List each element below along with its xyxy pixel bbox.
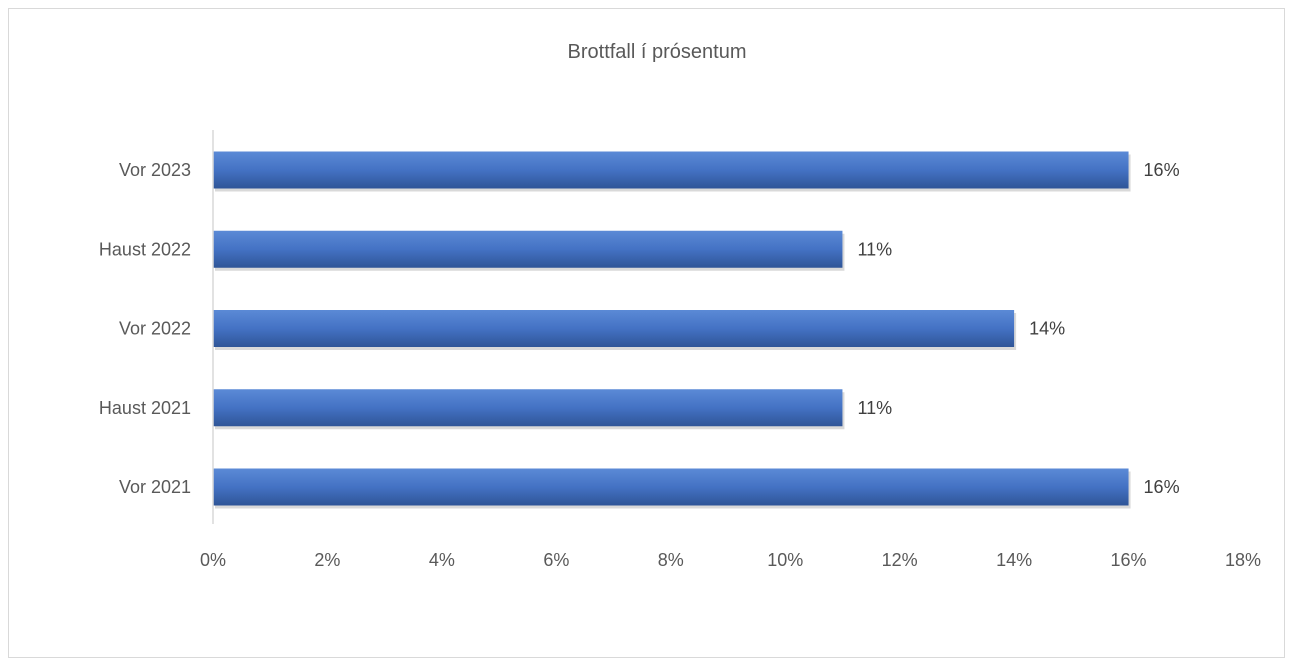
bar-vor-2023 — [213, 151, 1129, 189]
x-tick-label: 0% — [200, 550, 226, 570]
x-tick-label: 4% — [429, 550, 455, 570]
x-tick-label: 16% — [1111, 550, 1147, 570]
x-tick-label: 6% — [543, 550, 569, 570]
category-label: Haust 2021 — [99, 398, 191, 418]
bar-haust-2022 — [213, 230, 843, 268]
x-tick-label: 14% — [996, 550, 1032, 570]
data-label: 11% — [857, 398, 892, 418]
x-tick-label: 2% — [314, 550, 340, 570]
data-label: 16% — [1144, 477, 1180, 497]
x-tick-label: 12% — [882, 550, 918, 570]
bars-group — [213, 151, 1131, 509]
x-tick-label: 10% — [767, 550, 803, 570]
data-label: 11% — [857, 239, 892, 259]
x-axis-tick-labels: 0% 2% 4% 6% 8% 10% 12% 14% 16% 18% — [200, 550, 1261, 570]
chart-title: Brottfall í prósentum — [568, 41, 747, 63]
data-label: 14% — [1029, 319, 1065, 339]
x-tick-label: 18% — [1225, 550, 1261, 570]
category-label: Vor 2023 — [119, 160, 191, 180]
data-label: 16% — [1144, 160, 1180, 180]
category-labels: Vor 2023 Haust 2022 Vor 2022 Haust 2021 Vor … — [99, 160, 191, 497]
category-label: Vor 2022 — [119, 319, 191, 339]
bar-vor-2021 — [213, 468, 1129, 506]
category-label: Vor 2021 — [119, 477, 191, 497]
bar-haust-2021 — [213, 389, 843, 427]
category-label: Haust 2022 — [99, 239, 191, 259]
x-tick-label: 8% — [658, 550, 684, 570]
data-labels: 16% 11% 14% 11% 16% — [857, 160, 1179, 497]
bar-vor-2022 — [213, 310, 1015, 347]
